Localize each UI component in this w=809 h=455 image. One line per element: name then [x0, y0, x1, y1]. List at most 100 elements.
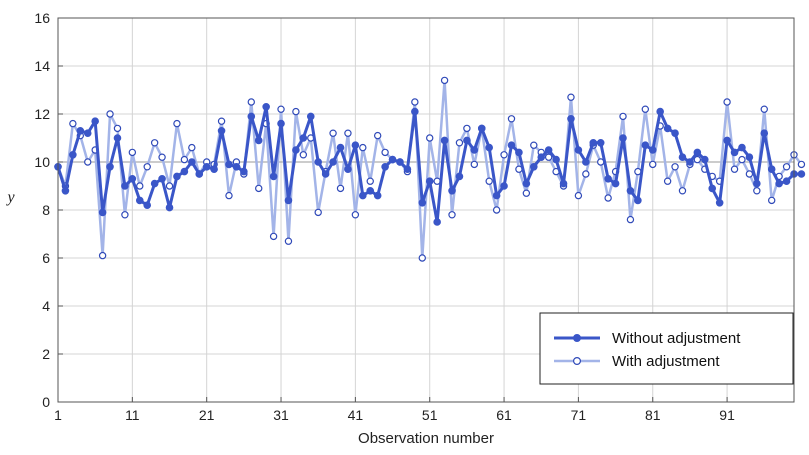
data-point-with-adjustment: [269, 232, 278, 241]
data-point-with-adjustment: [507, 115, 516, 123]
data-point-without-adjustment: [388, 155, 397, 164]
data-point-with-adjustment: [738, 155, 746, 164]
data-point-with-adjustment: [782, 163, 791, 171]
data-point-without-adjustment: [106, 163, 114, 171]
data-point-without-adjustment: [83, 129, 92, 137]
data-point-with-adjustment: [693, 155, 702, 164]
data-point-with-adjustment: [730, 165, 739, 173]
data-point-with-adjustment: [247, 98, 255, 106]
y-tick-label: 6: [42, 250, 50, 266]
data-point-with-adjustment: [426, 134, 434, 142]
legend-marker-without-adjustment: [572, 334, 581, 343]
data-point-with-adjustment: [574, 191, 583, 200]
data-point-without-adjustment: [782, 177, 791, 185]
data-point-without-adjustment: [455, 172, 464, 181]
data-point-without-adjustment: [113, 134, 122, 142]
data-point-without-adjustment: [708, 184, 717, 193]
data-point-with-adjustment: [522, 189, 531, 197]
legend-box: [539, 312, 794, 385]
data-point-without-adjustment: [254, 136, 263, 145]
legend-marker-with-adjustment: [572, 357, 581, 366]
x-tick-label: 91: [719, 407, 735, 423]
data-point-with-adjustment: [582, 170, 590, 178]
data-point-without-adjustment: [700, 155, 709, 164]
data-point-without-adjustment: [797, 170, 806, 178]
data-point-with-adjustment: [418, 254, 426, 262]
y-tick-label: 2: [42, 346, 50, 362]
data-point-without-adjustment: [150, 179, 159, 188]
data-point-with-adjustment: [768, 196, 776, 205]
data-point-with-adjustment: [678, 187, 687, 195]
y-tick-label: 10: [34, 154, 50, 170]
data-point-without-adjustment: [611, 179, 620, 188]
data-point-without-adjustment: [634, 196, 642, 205]
data-point-without-adjustment: [284, 196, 293, 205]
x-axis-label: Observation number: [358, 430, 494, 447]
data-point-without-adjustment: [693, 148, 702, 157]
data-point-without-adjustment: [336, 143, 345, 152]
data-point-with-adjustment: [440, 76, 449, 85]
x-tick-label: 71: [571, 407, 587, 423]
data-point-without-adjustment: [262, 103, 270, 111]
data-point-without-adjustment: [98, 208, 107, 217]
data-point-with-adjustment: [373, 131, 382, 140]
data-point-with-adjustment: [567, 93, 575, 101]
data-point-without-adjustment: [567, 115, 575, 123]
data-point-with-adjustment: [84, 158, 92, 166]
data-point-without-adjustment: [418, 199, 427, 207]
data-point-without-adjustment: [433, 218, 441, 226]
data-point-with-adjustment: [351, 211, 360, 219]
data-point-with-adjustment: [500, 151, 508, 159]
data-point-with-adjustment: [663, 177, 672, 185]
data-point-without-adjustment: [515, 148, 523, 157]
data-point-without-adjustment: [492, 191, 501, 200]
data-point-without-adjustment: [128, 175, 137, 183]
data-point-without-adjustment: [173, 172, 181, 181]
data-point-with-adjustment: [411, 98, 419, 106]
data-point-without-adjustment: [738, 143, 746, 152]
data-point-with-adjustment: [344, 129, 352, 137]
data-point-without-adjustment: [507, 141, 516, 149]
data-point-without-adjustment: [582, 158, 590, 166]
data-point-with-adjustment: [626, 215, 635, 224]
data-point-with-adjustment: [753, 187, 761, 195]
data-point-without-adjustment: [121, 182, 129, 190]
data-point-without-adjustment: [745, 153, 754, 161]
data-point-without-adjustment: [232, 163, 241, 171]
data-point-with-adjustment: [649, 160, 657, 169]
data-point-without-adjustment: [299, 134, 308, 142]
data-point-without-adjustment: [537, 153, 546, 161]
data-point-without-adjustment: [626, 187, 635, 195]
data-point-with-adjustment: [381, 148, 389, 157]
data-point-without-adjustment: [775, 179, 783, 188]
data-point-without-adjustment: [306, 112, 315, 121]
y-tick-label: 16: [34, 10, 50, 26]
data-point-without-adjustment: [366, 187, 375, 195]
data-point-without-adjustment: [247, 112, 256, 121]
legend-label-without-adjustment: Without adjustment: [612, 330, 741, 347]
y-tick-label: 14: [34, 58, 50, 74]
data-point-without-adjustment: [619, 134, 627, 142]
x-tick-label: 1: [54, 407, 62, 423]
data-point-without-adjustment: [648, 146, 657, 154]
data-point-without-adjustment: [396, 158, 404, 166]
data-point-with-adjustment: [128, 148, 137, 157]
data-point-without-adjustment: [135, 196, 144, 205]
data-point-without-adjustment: [277, 119, 285, 128]
data-point-with-adjustment: [188, 143, 196, 152]
data-point-with-adjustment: [463, 124, 471, 133]
data-point-without-adjustment: [217, 127, 226, 135]
data-point-without-adjustment: [753, 179, 761, 188]
data-point-with-adjustment: [292, 107, 300, 116]
data-point-with-adjustment: [165, 182, 174, 190]
x-tick-label: 51: [422, 407, 438, 423]
data-point-without-adjustment: [686, 158, 694, 166]
data-point-with-adjustment: [158, 153, 166, 161]
data-point-without-adjustment: [403, 165, 412, 173]
data-point-with-adjustment: [113, 124, 122, 133]
data-point-without-adjustment: [321, 170, 330, 178]
data-point-without-adjustment: [158, 175, 166, 183]
data-point-with-adjustment: [485, 177, 493, 185]
data-point-without-adjustment: [210, 165, 218, 173]
